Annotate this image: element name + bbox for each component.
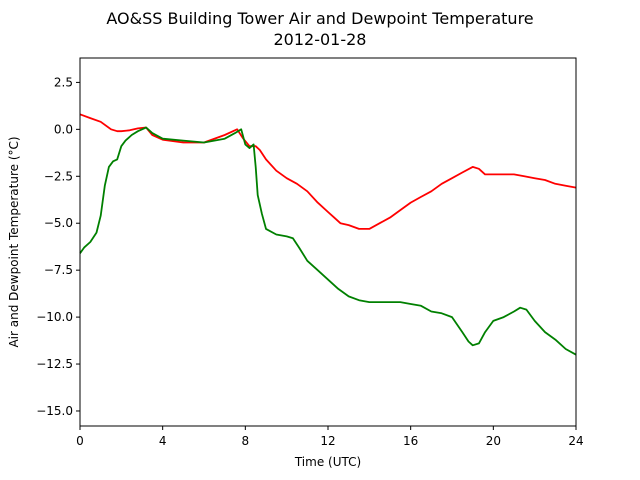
y-axis-label: Air and Dewpoint Temperature (°C) bbox=[7, 136, 21, 347]
chart-subtitle: 2012-01-28 bbox=[274, 30, 367, 49]
x-axis: 0 4 8 12 16 20 24 bbox=[76, 426, 584, 448]
y-tick-label: −15.0 bbox=[36, 404, 73, 418]
x-tick-label: 12 bbox=[320, 434, 335, 448]
x-tick-label: 16 bbox=[403, 434, 418, 448]
y-tick-label: −5.0 bbox=[44, 216, 73, 230]
y-axis: 2.5 0.0 −2.5 −5.0 −7.5 −10.0 −12.5 −15.0 bbox=[36, 75, 80, 418]
x-tick-label: 8 bbox=[242, 434, 250, 448]
x-tick-label: 20 bbox=[486, 434, 501, 448]
x-tick-label: 24 bbox=[568, 434, 583, 448]
y-tick-label: 0.0 bbox=[54, 122, 73, 136]
chart-title: AO&SS Building Tower Air and Dewpoint Te… bbox=[106, 9, 533, 28]
series-layer bbox=[79, 113, 577, 356]
y-tick-label: −2.5 bbox=[44, 169, 73, 183]
x-axis-label: Time (UTC) bbox=[294, 455, 361, 469]
y-tick-label: 2.5 bbox=[54, 75, 73, 89]
plot-frame bbox=[79, 57, 577, 427]
y-tick-label: −7.5 bbox=[44, 263, 73, 277]
series-line-1 bbox=[79, 126, 577, 356]
y-tick-label: −12.5 bbox=[36, 357, 73, 371]
x-tick-label: 0 bbox=[76, 434, 84, 448]
series-line-0 bbox=[79, 113, 577, 230]
x-tick-label: 4 bbox=[159, 434, 167, 448]
y-tick-label: −10.0 bbox=[36, 310, 73, 324]
